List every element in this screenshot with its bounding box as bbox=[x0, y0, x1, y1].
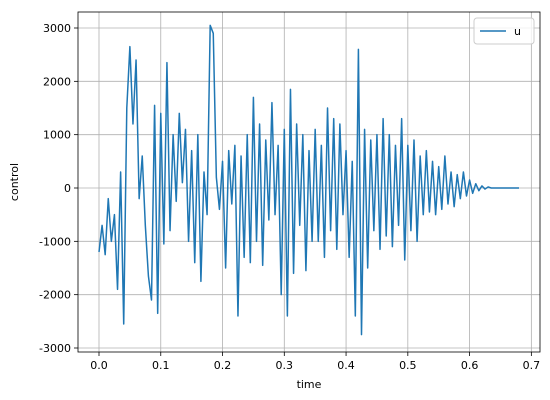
y-tick-label: -2000 bbox=[39, 289, 71, 302]
x-tick-label: 0.6 bbox=[461, 359, 479, 372]
x-tick-label: 0.4 bbox=[337, 359, 355, 372]
legend-label: u bbox=[514, 25, 521, 38]
x-tick-label: 0.0 bbox=[90, 359, 108, 372]
line bbox=[98, 24, 519, 336]
y-tick-label: 2000 bbox=[43, 75, 71, 88]
x-axis-label: time bbox=[297, 378, 322, 391]
x-tick-label: 0.3 bbox=[276, 359, 294, 372]
y-tick-label: 1000 bbox=[43, 129, 71, 142]
y-tick-label: 3000 bbox=[43, 22, 71, 35]
x-tick-label: 0.7 bbox=[523, 359, 541, 372]
plot-frame bbox=[77, 11, 541, 353]
y-tick-label: 0 bbox=[64, 182, 71, 195]
y-tick-label: -3000 bbox=[39, 342, 71, 355]
x-tick-label: 0.2 bbox=[214, 359, 232, 372]
y-axis-label: control bbox=[8, 163, 21, 201]
y-tick-label: -1000 bbox=[39, 235, 71, 248]
x-tick-label: 0.5 bbox=[399, 359, 417, 372]
x-tick-label: 0.1 bbox=[152, 359, 170, 372]
